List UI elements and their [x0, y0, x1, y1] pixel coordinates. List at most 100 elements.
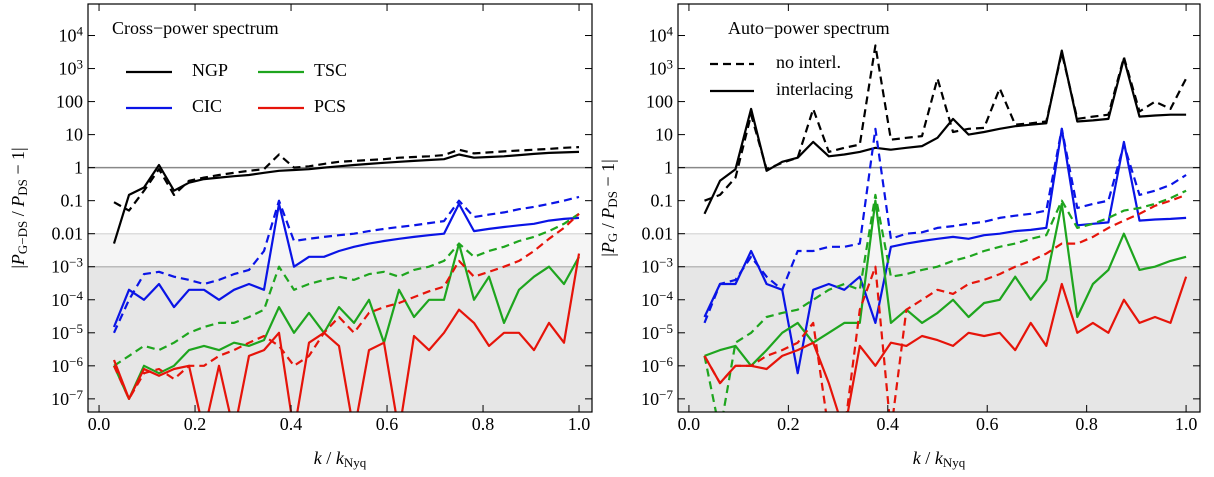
tick-text: 10 [655, 125, 673, 145]
tick-text: 0.01 [642, 224, 674, 244]
tick-exp: 3 [77, 56, 84, 71]
series-line [703, 193, 1187, 412]
tick-base: 10 [649, 59, 667, 79]
y-tick-label: 0.01 [642, 224, 674, 244]
tick-text: 0.1 [651, 191, 674, 211]
y-tick-label: 10−5 [51, 321, 83, 343]
tick-text: 0.01 [52, 224, 84, 244]
x-tick-label: 0.6 [376, 414, 399, 434]
y-tick-label: 100 [646, 92, 673, 112]
series-line [113, 146, 580, 212]
y-tick-label: 10−3 [641, 255, 673, 277]
x-tick-label: 1.0 [568, 414, 591, 434]
tick-exp: −6 [659, 354, 673, 369]
x-tick-label: 0.0 [88, 414, 111, 434]
label-part: | [598, 253, 618, 257]
label-part: P [598, 208, 618, 220]
tick-exp: −3 [69, 255, 83, 270]
y-tick-label: 103 [59, 56, 84, 78]
series-line [112, 150, 580, 244]
tick-exp: 4 [667, 23, 674, 38]
panel: 10−710−610−510−410−30.010.11101001031040… [8, 3, 593, 470]
series-group [703, 44, 1188, 412]
y-tick-label: 104 [59, 23, 84, 45]
series-line [113, 212, 580, 367]
tick-text: 0.1 [61, 191, 84, 211]
tick-text: 100 [56, 92, 83, 112]
plot-frame [87, 3, 593, 413]
label-part: / [322, 448, 336, 468]
y-axis-label: |PG−DS / PDS − 1| [8, 147, 30, 268]
y-tick-label: 0.01 [52, 224, 84, 244]
tick-base: 10 [59, 59, 77, 79]
y-tick-label: 10−7 [641, 387, 673, 409]
tick-text: 1 [664, 158, 673, 178]
series-line [704, 44, 1188, 202]
y-tick-label: 1 [664, 158, 673, 178]
legend-label: PCS [314, 96, 346, 116]
y-tick-label: 10−6 [641, 354, 673, 376]
tick-text: 100 [646, 92, 673, 112]
series-line [112, 195, 580, 334]
legend-label: TSC [314, 60, 347, 80]
label-part: k [935, 448, 944, 468]
tick-base: 10 [641, 389, 659, 409]
label-part: DS [605, 191, 620, 208]
label-part: DS [15, 179, 30, 196]
label-part: G [605, 233, 620, 242]
y-tick-label: 0.1 [651, 191, 674, 211]
label-part: − 1| [598, 159, 618, 191]
legend-label: no interl. [776, 52, 841, 72]
tick-exp: −5 [69, 321, 83, 336]
tick-base: 10 [641, 257, 659, 277]
x-tick-label: 0.4 [877, 414, 900, 434]
tick-exp: 4 [77, 23, 84, 38]
tick-exp: −4 [659, 288, 673, 303]
y-tick-label: 10−3 [51, 255, 83, 277]
y-tick-label: 100 [56, 92, 83, 112]
label-part: k [913, 448, 922, 468]
label-part: G−DS [15, 221, 30, 254]
series-line [112, 253, 581, 412]
tick-exp: 3 [667, 56, 674, 71]
tick-exp: −6 [69, 354, 83, 369]
y-tick-label: 10−6 [51, 354, 83, 376]
y-tick-label: 10−4 [51, 288, 83, 310]
shade-dark [678, 266, 1200, 412]
tick-exp: −7 [659, 387, 673, 402]
y-tick-label: 10 [65, 125, 83, 145]
y-tick-label: 104 [649, 23, 674, 45]
tick-base: 10 [51, 323, 69, 343]
y-tick-label: 103 [649, 56, 674, 78]
series-line [703, 276, 1188, 412]
x-tick-label: 0.6 [976, 414, 999, 434]
label-part: | [8, 265, 28, 269]
label-part: k [314, 448, 323, 468]
tick-base: 10 [51, 290, 69, 310]
tick-base: 10 [649, 26, 667, 46]
x-tick-label: 0.0 [678, 414, 701, 434]
panel: 10−710−610−510−410−30.010.11101001031040… [598, 3, 1201, 470]
legend-label: NGP [192, 60, 228, 80]
tick-exp: −3 [659, 255, 673, 270]
label-part: k [336, 448, 345, 468]
y-tick-label: 10−5 [641, 321, 673, 343]
series-line [703, 49, 1187, 215]
y-tick-label: 0.1 [61, 191, 84, 211]
series-line [704, 199, 1187, 367]
label-part: Nyq [943, 455, 966, 470]
label-part: − 1| [8, 147, 28, 179]
tick-text: 10 [65, 125, 83, 145]
plot-frame [677, 3, 1201, 413]
panel-title: Auto−power spectrum [728, 18, 890, 38]
y-tick-label: 10−4 [641, 288, 673, 310]
label-part: / [8, 207, 28, 221]
x-tick-label: 0.8 [472, 414, 495, 434]
label-part: P [598, 242, 618, 254]
y-tick-label: 10−7 [51, 387, 83, 409]
panel-title: Cross−power spectrum [112, 18, 279, 38]
tick-base: 10 [51, 356, 69, 376]
label-part: Nyq [344, 455, 367, 470]
shade-dark [88, 266, 592, 412]
